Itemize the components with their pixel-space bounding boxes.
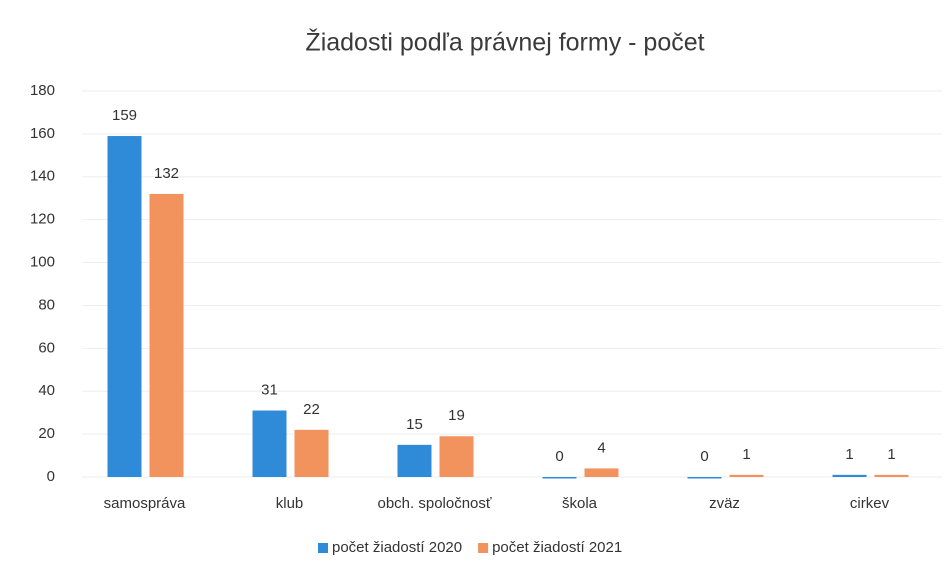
- bar: [687, 477, 722, 479]
- bar: [149, 193, 184, 477]
- data-label: 1: [887, 446, 895, 463]
- bar: [294, 429, 329, 477]
- x-tick-label: klub: [276, 495, 304, 512]
- x-tick-label: škola: [562, 495, 598, 512]
- bar: [542, 477, 577, 479]
- y-tick-label: 140: [30, 168, 55, 185]
- bar: [584, 468, 619, 477]
- y-tick-label: 160: [30, 125, 55, 142]
- y-tick-label: 20: [38, 425, 55, 442]
- x-tick-label: cirkev: [850, 495, 890, 512]
- legend-swatch: [478, 543, 489, 553]
- y-tick-label: 60: [38, 339, 55, 356]
- data-label: 15: [406, 416, 423, 433]
- data-label: 19: [448, 407, 465, 424]
- legend-label: počet žiadostí 2020: [332, 539, 462, 556]
- data-label: 132: [154, 165, 179, 182]
- data-label: 31: [261, 381, 278, 398]
- bar: [439, 436, 474, 477]
- y-tick-label: 0: [47, 468, 55, 485]
- data-label: 1: [845, 446, 853, 463]
- data-label: 1: [742, 446, 750, 463]
- legend-label: počet žiadostí 2021: [492, 539, 622, 556]
- bar: [397, 444, 432, 477]
- y-tick-label: 100: [30, 254, 55, 271]
- bar: [874, 474, 909, 477]
- bar: [107, 136, 142, 478]
- bar: [252, 410, 287, 477]
- legend-swatch: [318, 543, 328, 553]
- y-tick-label: 180: [30, 82, 55, 99]
- x-tick-label: samospráva: [104, 495, 186, 512]
- x-tick-label: obch. spoločnosť: [377, 495, 491, 512]
- data-label: 0: [700, 448, 708, 465]
- y-tick-label: 120: [30, 211, 55, 228]
- data-label: 0: [555, 448, 563, 465]
- y-tick-label: 80: [38, 296, 55, 313]
- data-label: 4: [597, 439, 605, 456]
- x-tick-label: zväz: [709, 495, 740, 512]
- data-label: 22: [303, 401, 320, 418]
- data-label: 159: [112, 107, 137, 124]
- bar: [729, 474, 764, 477]
- bar: [832, 474, 867, 477]
- chart-title: Žiadosti podľa právnej formy - počet: [305, 28, 704, 57]
- y-tick-label: 40: [38, 382, 55, 399]
